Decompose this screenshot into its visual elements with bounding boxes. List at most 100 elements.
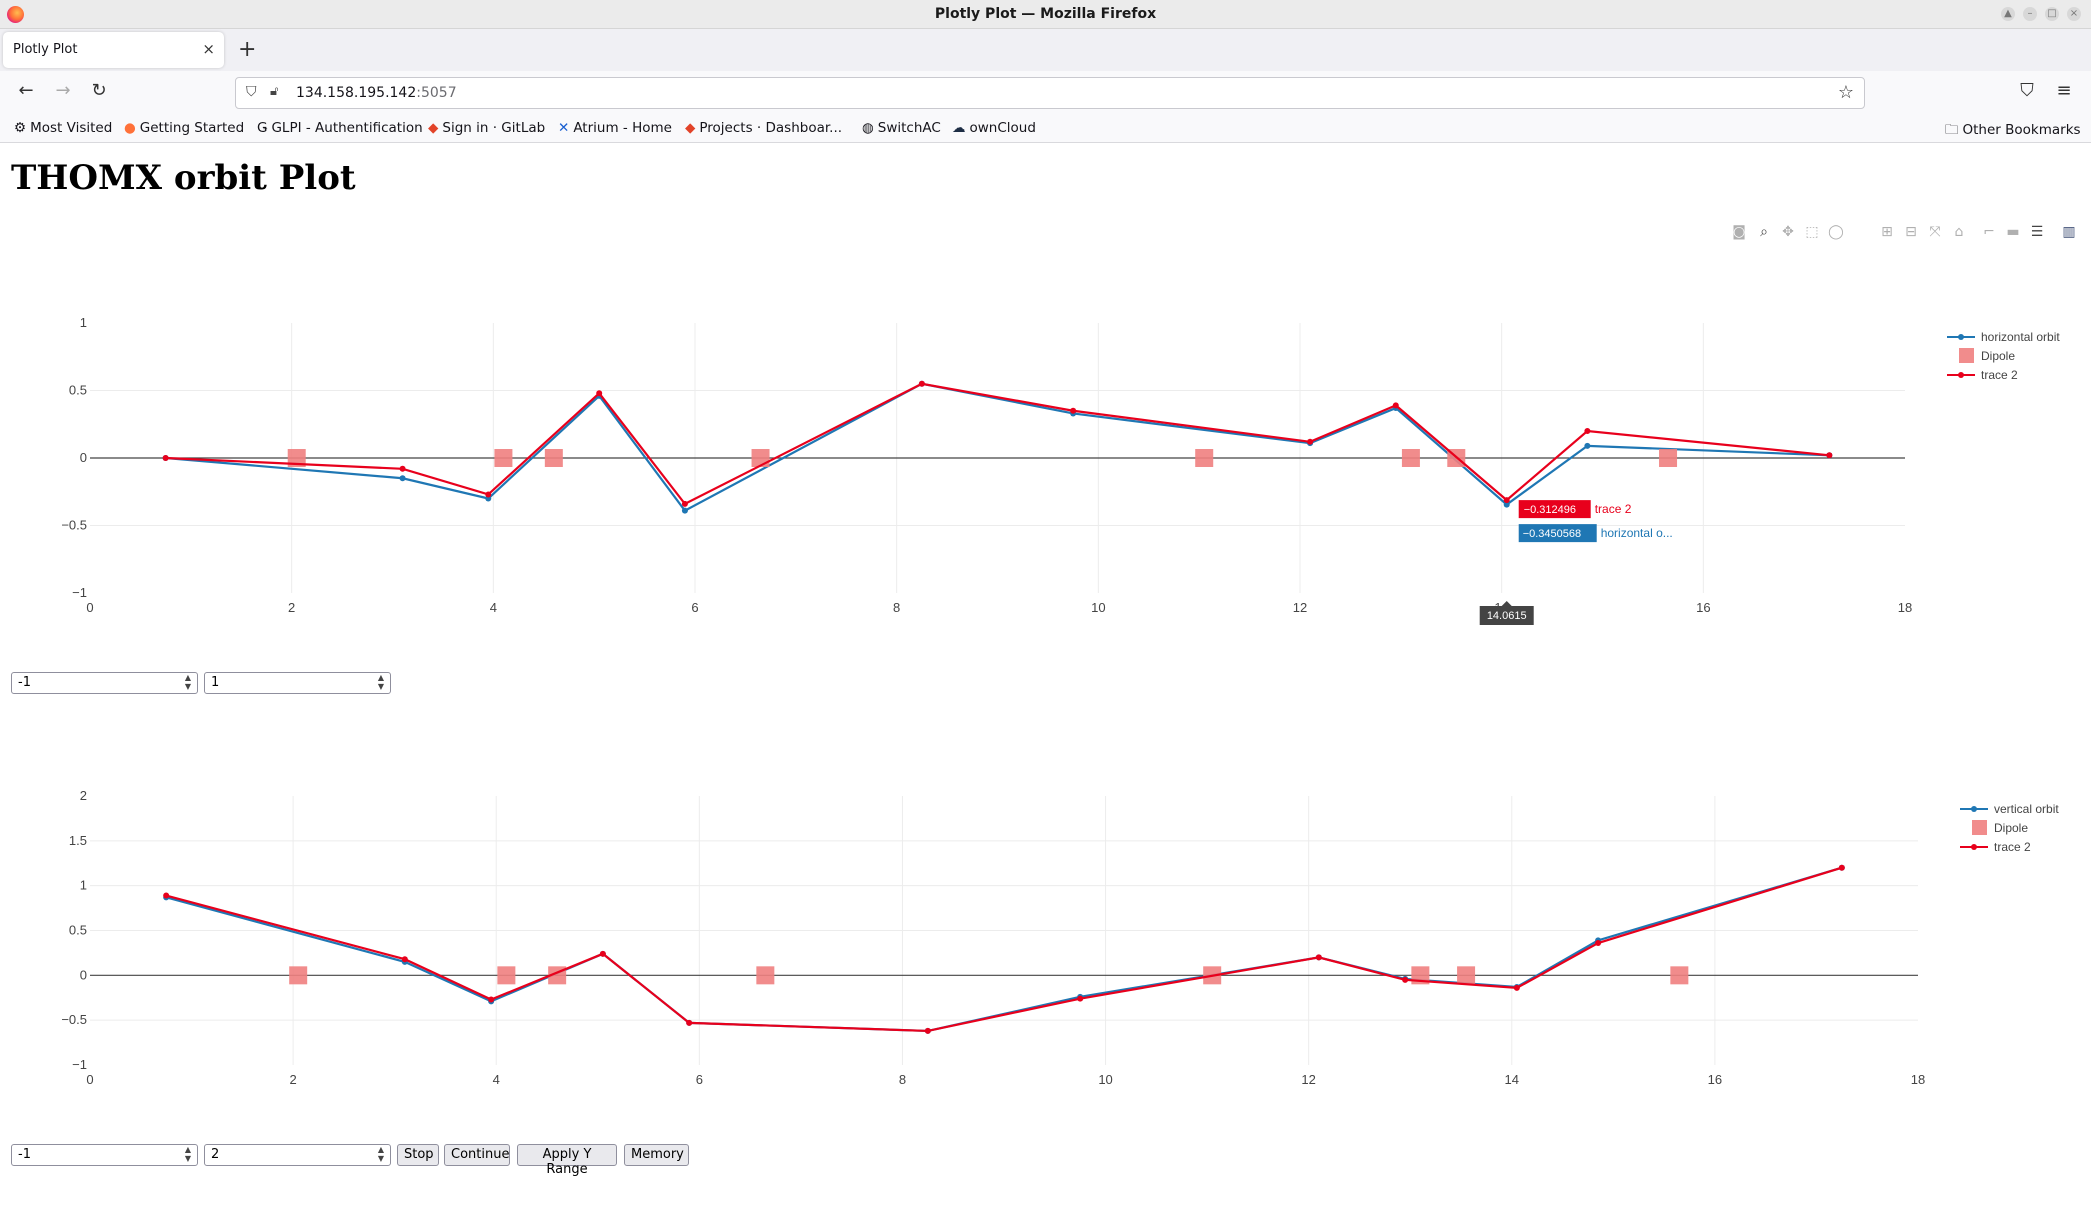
gitlab-icon: ◆	[428, 120, 439, 136]
stop-button[interactable]: Stop	[397, 1144, 439, 1166]
bottom-max-input[interactable]: 2 ▲ ▼	[204, 1144, 391, 1166]
hover-value-blue: −0.3450568	[1523, 528, 1581, 540]
vertical-orbit-chart[interactable]: 0 2 4 6 8 10 12 14 16 18 −1 −0.5 0 0.5 1 1.5 2 vertical o…	[0, 772, 2091, 1092]
spike-lines-icon[interactable]: ⌐	[1983, 224, 1995, 240]
legend-label: vertical orbit	[1994, 802, 2059, 816]
x-tick-label: 6	[691, 600, 698, 615]
legend-dipole-swatch	[1972, 820, 1987, 835]
page-title: THOMX orbit Plot	[11, 158, 356, 198]
lasso-select-icon[interactable]: ◯	[1828, 224, 1844, 240]
trace-2-point	[488, 996, 495, 1003]
y-tick-label: 0.5	[69, 383, 87, 398]
pocket-icon[interactable]: ⛉	[2020, 80, 2034, 101]
reset-axes-icon[interactable]: ⌂	[1954, 224, 1964, 240]
window-minimize-icon[interactable]: –	[2023, 7, 2037, 21]
trace-2-point	[1826, 452, 1833, 459]
reload-icon[interactable]: ↻	[91, 80, 107, 101]
dipole-marker	[1670, 966, 1689, 985]
bookmark-gitlab-projects[interactable]: ◆ Projects · Dashboar...	[685, 120, 843, 136]
y-tick-label: 0.5	[69, 923, 87, 938]
new-tab-button[interactable]: +	[238, 37, 257, 62]
top-min-input[interactable]: -1 ▲ ▼	[11, 672, 198, 694]
menu-hamburger-icon[interactable]: ≡	[2056, 80, 2072, 101]
pan-icon[interactable]: ✥	[1782, 224, 1794, 240]
firefox-icon: ●	[124, 120, 136, 136]
box-select-icon[interactable]: ⬚	[1805, 224, 1819, 240]
horizontal-orbit-point	[681, 507, 688, 514]
continue-button[interactable]: Continue	[444, 1144, 510, 1166]
tracking-shield-icon[interactable]: ⛉	[246, 84, 257, 100]
other-bookmarks[interactable]: 🗀 Other Bookmarks	[1945, 120, 2081, 143]
spinner-icon[interactable]: ▲ ▼	[184, 1145, 191, 1163]
plotly-logo-icon[interactable]: ▥	[2062, 224, 2076, 240]
legend-dipole-swatch	[1959, 348, 1974, 363]
bookmark-gitlab-signin[interactable]: ◆ Sign in · GitLab	[428, 120, 546, 136]
legend-dot-swatch	[1958, 334, 1964, 340]
autoscale-icon[interactable]: ⤧	[1929, 224, 1941, 240]
x-tick-label: 6	[696, 1072, 703, 1087]
bookmark-getting-started[interactable]: ● Getting Started	[124, 120, 245, 136]
tab-strip: Plotly Plot ×	[0, 29, 2091, 71]
folder-icon: 🗀	[1945, 122, 1959, 138]
navigation-bar: ← → ↻ ⛉ 🔓︎ 134.158.195.142:5057 ☆ ⛉ ≡	[0, 71, 2091, 115]
bookmark-switchac[interactable]: ◍ SwitchAC	[862, 120, 941, 136]
hover-box-x	[1479, 606, 1534, 625]
legend-dot-swatch	[1971, 844, 1977, 850]
firefox-logo-icon	[7, 6, 24, 23]
url-bar[interactable]: ⛉ 🔓︎ 134.158.195.142:5057 ☆	[235, 77, 1865, 109]
y-tick-label: 1.5	[69, 833, 87, 848]
bottom-min-input[interactable]: -1 ▲ ▼	[11, 1144, 198, 1166]
trace-2-point	[1070, 407, 1077, 414]
window-up-icon[interactable]: ▲	[2001, 7, 2015, 21]
x-tick-label: 0	[86, 1072, 93, 1087]
y-tick-label: 2	[80, 788, 87, 803]
window-maximize-icon[interactable]: □	[2045, 7, 2059, 21]
hover-box-blue	[1518, 524, 1597, 543]
forward-arrow-icon[interactable]: →	[55, 80, 71, 101]
spinner-icon[interactable]: ▲ ▼	[184, 673, 191, 691]
spinner-icon[interactable]: ▲ ▼	[377, 673, 384, 691]
url-text[interactable]: 134.158.195.142:5057	[296, 85, 457, 101]
hover-compare-icon[interactable]: ☰	[2030, 224, 2044, 240]
trace-2-point	[1402, 976, 1409, 983]
dipole-marker	[1401, 449, 1420, 467]
trace-2-point	[1595, 940, 1602, 947]
window-close-icon[interactable]: ×	[2067, 7, 2081, 21]
trace-2-point	[1838, 864, 1845, 871]
zoom-in-icon[interactable]: ⊞	[1881, 224, 1893, 240]
x-tick-label: 0	[86, 600, 93, 615]
bookmark-glpi[interactable]: Ǥ GLPI - Authentification	[257, 120, 423, 136]
zoom-out-icon[interactable]: ⊟	[1905, 224, 1917, 240]
x-tick-label: 14	[1505, 1072, 1519, 1087]
apply-y-range-button[interactable]: Apply Y Range	[517, 1144, 617, 1177]
trace-2-point	[163, 892, 170, 899]
dipole-marker	[494, 449, 513, 467]
bookmark-atrium[interactable]: ✕ Atrium - Home	[558, 120, 672, 136]
vertical-orbit-line	[165, 866, 1843, 1033]
hover-value-red: −0.312496	[1524, 504, 1576, 516]
hover-closest-icon[interactable]: ▬	[2006, 224, 2020, 240]
trace-2-line	[165, 866, 1843, 1033]
memory-button[interactable]: Memory	[624, 1144, 689, 1166]
y-tick-label: −1	[72, 585, 87, 600]
back-arrow-icon[interactable]: ←	[18, 80, 34, 101]
x-tick-label: 8	[893, 600, 900, 615]
zoom-icon[interactable]: ⌕	[1760, 224, 1768, 240]
tab-plotly-plot[interactable]: Plotly Plot ×	[3, 32, 224, 68]
top-max-input[interactable]: 1 ▲ ▼	[204, 672, 391, 694]
atrium-icon: ✕	[558, 120, 570, 136]
dipole-marker	[497, 966, 516, 985]
legend-dot-swatch	[1958, 372, 1964, 378]
spinner-icon[interactable]: ▲ ▼	[377, 1145, 384, 1163]
bookmark-star-icon[interactable]: ☆	[1837, 82, 1854, 103]
x-tick-label: 2	[289, 1072, 296, 1087]
bookmark-owncloud[interactable]: ☁ ownCloud	[952, 120, 1036, 136]
tab-close-icon[interactable]: ×	[202, 40, 215, 58]
camera-icon[interactable]: ◙	[1732, 224, 1746, 240]
glpi-icon: Ǥ	[257, 120, 268, 136]
dipole-marker	[751, 449, 770, 467]
insecure-lock-icon[interactable]: 🔓︎	[270, 84, 279, 99]
trace-2-point	[401, 956, 408, 963]
bookmark-most-visited[interactable]: ⚙ Most Visited	[14, 120, 113, 136]
